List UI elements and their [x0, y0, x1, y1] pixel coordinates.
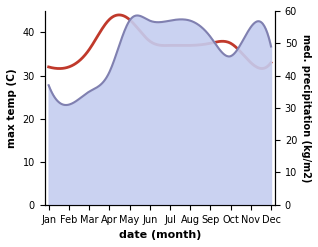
- Y-axis label: med. precipitation (kg/m2): med. precipitation (kg/m2): [301, 34, 311, 182]
- X-axis label: date (month): date (month): [119, 230, 201, 240]
- Y-axis label: max temp (C): max temp (C): [7, 68, 17, 148]
